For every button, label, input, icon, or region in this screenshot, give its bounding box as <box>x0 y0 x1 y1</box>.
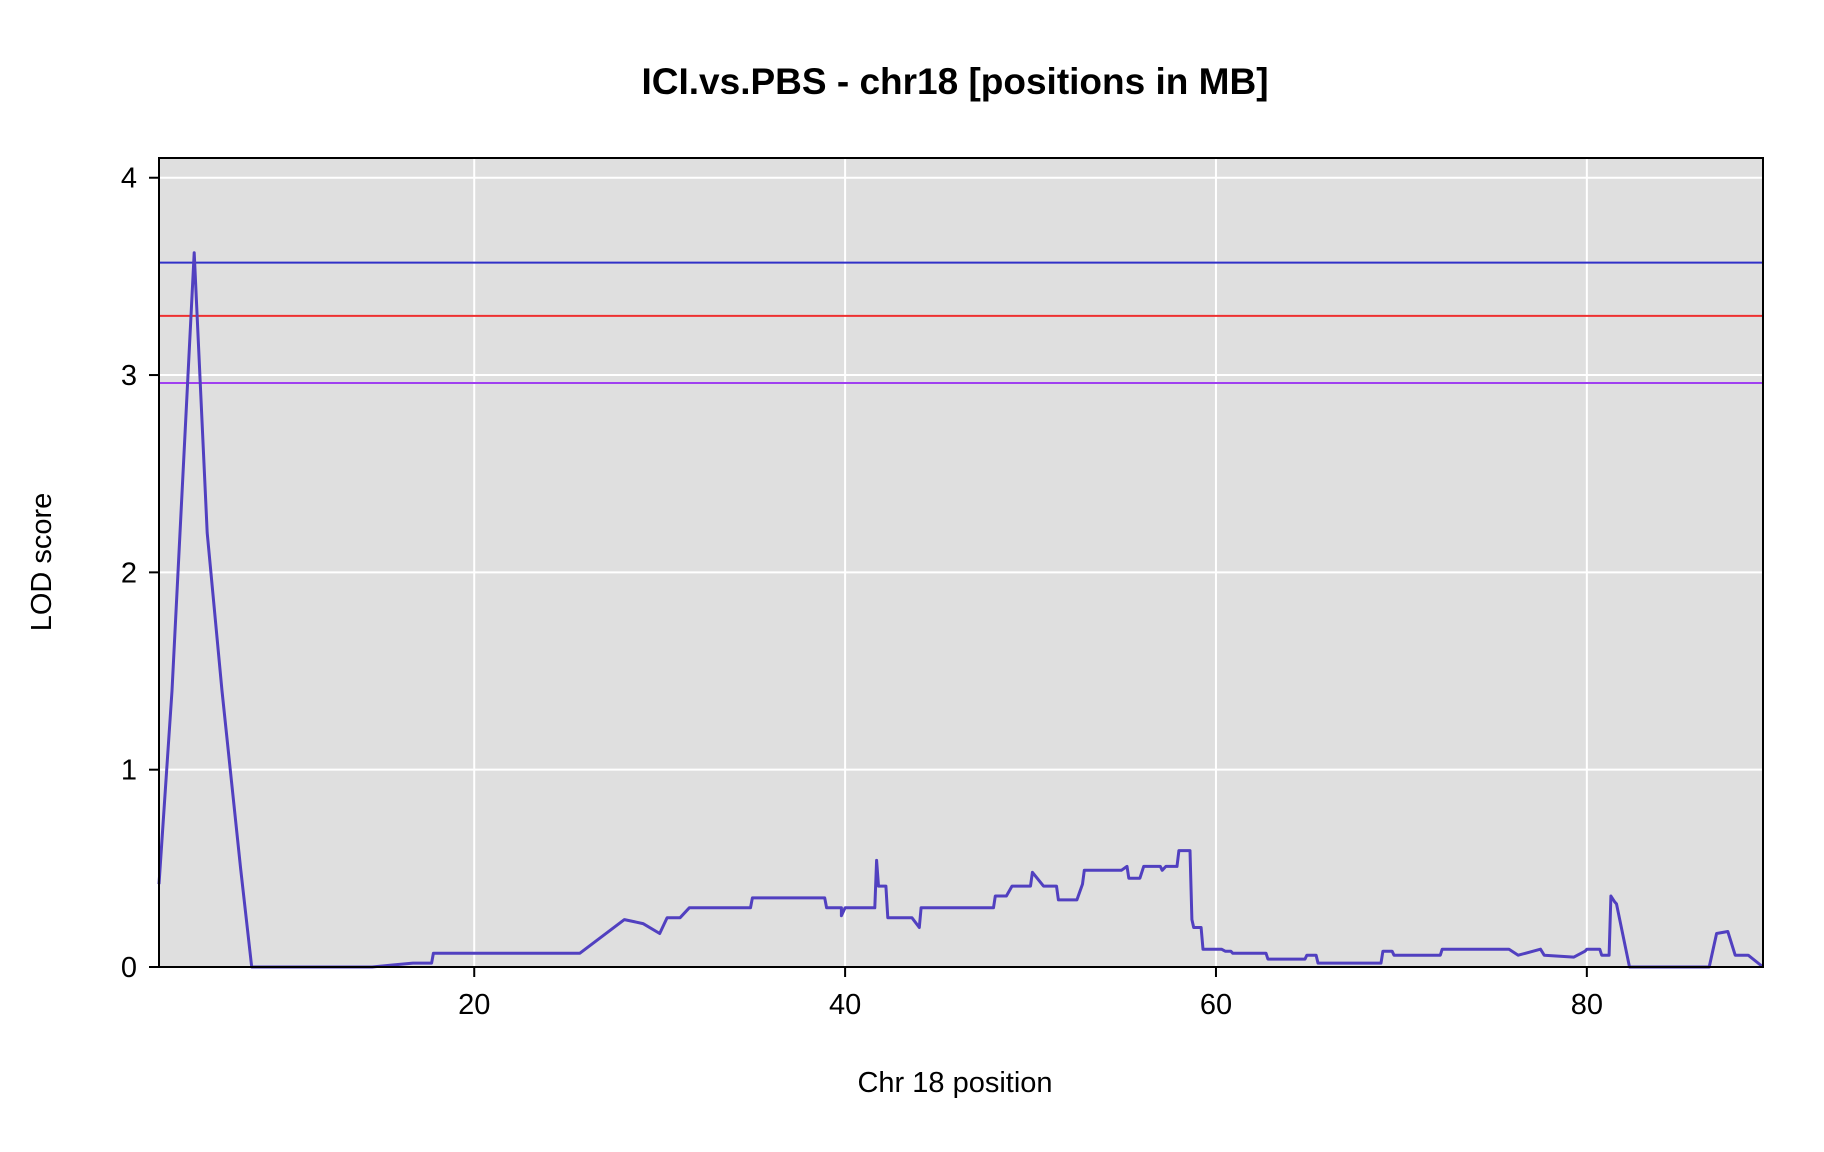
plot-panel <box>159 158 1763 967</box>
y-tick-label-3: 3 <box>121 360 137 392</box>
x-tick-label-2: 60 <box>1200 989 1232 1021</box>
y-tick-label-0: 0 <box>121 952 137 984</box>
x-tick-label-1: 40 <box>829 989 861 1021</box>
chart-title: ICI.vs.PBS - chr18 [positions in MB] <box>641 61 1268 102</box>
y-axis-label: LOD score <box>26 493 58 632</box>
y-tick-label-2: 2 <box>121 557 137 589</box>
plot-frame <box>158 157 1764 968</box>
x-axis-label: Chr 18 position <box>857 1067 1052 1099</box>
y-tick-label-1: 1 <box>121 755 137 787</box>
x-tick-label-3: 80 <box>1571 989 1603 1021</box>
lod-series-line <box>157 251 1764 969</box>
x-axis-ticks: 20 40 60 80 <box>458 967 1603 1021</box>
y-axis-ticks: 0 1 2 3 4 <box>121 163 159 984</box>
threshold-lines <box>159 261 1763 384</box>
x-tick-label-0: 20 <box>458 989 490 1021</box>
y-tick-label-4: 4 <box>121 163 137 195</box>
